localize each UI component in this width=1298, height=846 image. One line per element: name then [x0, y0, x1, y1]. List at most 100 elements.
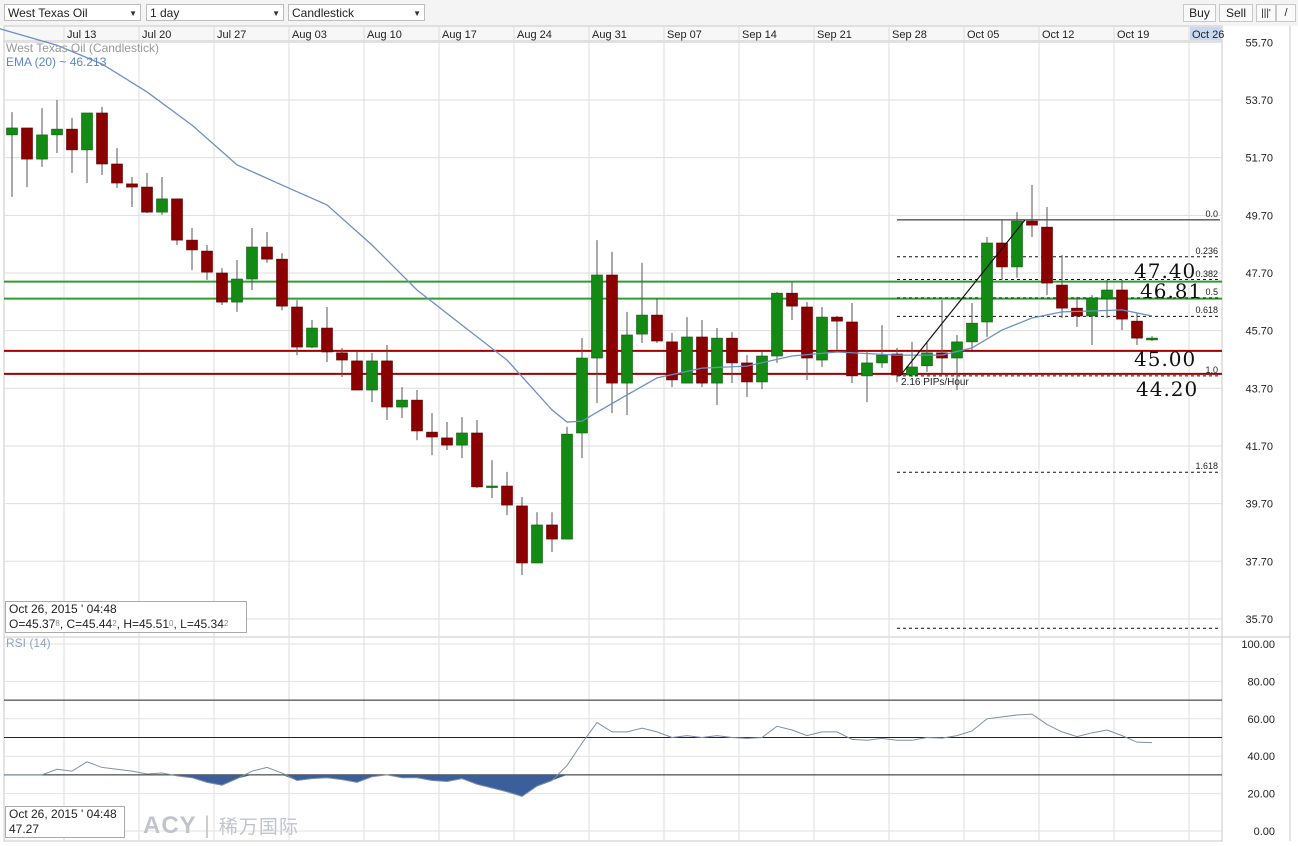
candle: [156, 176, 168, 216]
close-digit: 2: [112, 619, 117, 628]
candle: [576, 338, 588, 459]
watermark-latin: ACY: [143, 812, 197, 839]
fib-label: 0.0: [1205, 208, 1218, 219]
draw-line-icon[interactable]: /: [1276, 4, 1296, 22]
interval-value: 1 day: [150, 6, 180, 20]
open-value: 45.37: [25, 617, 56, 631]
candle-body: [501, 485, 513, 506]
open-digit: 8: [55, 619, 60, 628]
fibonacci-retracement: [897, 219, 1220, 629]
candle-body: [591, 274, 603, 359]
sell-button[interactable]: Sell: [1219, 4, 1253, 22]
candle-body: [156, 198, 168, 213]
interval-select[interactable]: 1 day ▼: [146, 4, 284, 21]
candle-body: [231, 278, 243, 303]
chart-type-select[interactable]: Candlestick ▼: [288, 4, 425, 21]
chevron-down-icon: ▼: [129, 9, 137, 18]
candle: [1131, 313, 1143, 346]
candle-body: [876, 354, 888, 364]
candle-body: [471, 432, 483, 488]
candle: [1041, 206, 1053, 296]
candle: [36, 108, 48, 167]
candle-body: [996, 242, 1008, 268]
candle: [651, 298, 663, 344]
candle-body: [126, 183, 138, 188]
candle-body: [546, 524, 558, 540]
candle-body: [441, 437, 453, 446]
candle-body: [756, 355, 768, 383]
candle: [1011, 212, 1023, 278]
candle-body: [201, 250, 213, 273]
x-tick-label: Jul 13: [67, 29, 96, 41]
candle-body: [291, 306, 303, 348]
candle: [1086, 295, 1098, 346]
bar-chart-icon[interactable]: |||': [1256, 4, 1276, 22]
rsi-datetime: Oct 26, 2015 ' 04:48: [9, 807, 117, 821]
candle: [876, 325, 888, 368]
candle: [396, 387, 408, 418]
watermark-cn: 稀万国际: [218, 817, 299, 838]
close-value: 45.44: [82, 617, 113, 631]
grid: [3, 25, 1291, 842]
candle-body: [621, 334, 633, 384]
candle: [351, 351, 363, 391]
instrument-select[interactable]: West Texas Oil ▼: [4, 4, 141, 21]
fib-label: 0.618: [1195, 305, 1218, 316]
x-tick-label: Aug 03: [292, 29, 327, 41]
candle-body: [696, 336, 708, 384]
candle: [681, 317, 693, 384]
candle-body: [456, 432, 468, 446]
candle: [426, 413, 438, 456]
x-tick-label: Oct 12: [1042, 29, 1074, 41]
ohlc-values: O=45.378, C=45.442, H=45.510, L=45.342: [9, 617, 243, 632]
candle-body: [921, 352, 933, 367]
candle-body: [6, 127, 18, 136]
candle: [546, 512, 558, 553]
candle-body: [351, 360, 363, 391]
candle-body: [726, 337, 738, 364]
candle-body: [411, 399, 423, 432]
candle-body: [111, 163, 123, 184]
buy-button[interactable]: Buy: [1183, 4, 1216, 22]
chart-type-value: Candlestick: [292, 6, 355, 20]
candle-body: [1116, 289, 1128, 320]
y-tick-label: 35.70: [1245, 614, 1273, 626]
candle: [291, 300, 303, 356]
candle-body: [981, 242, 993, 323]
candle-body: [306, 327, 318, 348]
candle: [1116, 279, 1128, 331]
chevron-down-icon: ▼: [272, 9, 280, 18]
rsi-tick-label: 100.00: [1241, 639, 1275, 651]
candle-body: [1101, 289, 1113, 300]
rsi-legend: RSI (14): [6, 636, 51, 650]
candle: [501, 471, 513, 516]
high-key: , H=: [116, 617, 139, 631]
low-digit: 2: [223, 619, 229, 628]
candle-body: [216, 272, 228, 303]
candle: [756, 351, 768, 390]
y-tick-label: 49.70: [1245, 210, 1273, 222]
y-tick-label: 45.70: [1245, 326, 1273, 338]
y-tick-label: 37.70: [1245, 556, 1273, 568]
x-tick-label: Aug 31: [592, 29, 627, 41]
x-tick-label: Oct 05: [967, 29, 999, 41]
fib-label: 0.382: [1195, 268, 1218, 279]
candle-body: [336, 352, 348, 361]
candle: [486, 460, 498, 499]
candle: [606, 251, 618, 414]
candle-body: [276, 258, 288, 307]
fib-label: 1.618: [1195, 461, 1218, 472]
ema-path: [0, 28, 1153, 423]
candle-body: [786, 292, 798, 307]
x-tick-highlight: [1190, 27, 1221, 40]
candle-body: [636, 314, 648, 335]
ohlc-datetime: Oct 26, 2015 ' 04:48: [9, 602, 117, 616]
rsi-panel: [4, 699, 1222, 797]
fib-label: 0.236: [1195, 245, 1218, 256]
rsi-tick-label: 60.00: [1247, 714, 1275, 726]
candle-body: [801, 306, 813, 359]
candle: [51, 100, 63, 154]
candle-body: [486, 485, 498, 488]
candle: [246, 228, 258, 290]
